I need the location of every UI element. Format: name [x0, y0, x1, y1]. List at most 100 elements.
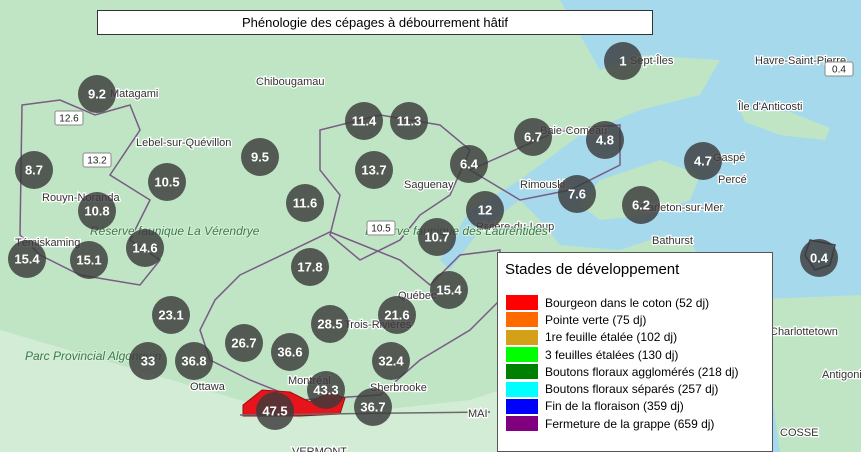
cluster-marker[interactable] — [286, 184, 324, 222]
cluster-marker[interactable] — [604, 42, 642, 80]
place-label: Percé — [718, 174, 747, 186]
cluster-marker[interactable] — [354, 388, 392, 426]
place-label: Carleton-sur-Mer — [640, 202, 723, 214]
cluster-marker[interactable] — [129, 342, 167, 380]
cluster-value: 23.1 — [158, 307, 183, 322]
cluster-value: 9.2 — [88, 86, 106, 101]
place-label: Ottawa — [190, 381, 226, 393]
legend-label: Boutons floraux séparés (257 dj) — [545, 382, 719, 397]
cluster-marker[interactable] — [256, 392, 294, 430]
cluster-marker[interactable] — [372, 342, 410, 380]
cluster-marker[interactable] — [430, 271, 468, 309]
legend-label: Fermeture de la grappe (659 dj) — [545, 416, 715, 431]
cluster-value: 10.5 — [154, 174, 179, 189]
cluster-marker[interactable] — [8, 240, 46, 278]
cluster-value: 4.7 — [694, 153, 712, 168]
cluster-value: 15.4 — [14, 251, 40, 266]
legend-swatch — [506, 364, 538, 380]
legend-swatch — [506, 416, 538, 432]
title-box: Phénologie des cépages à débourrement hâ… — [97, 10, 653, 35]
place-label: Charlottetown — [770, 326, 838, 338]
park-label: Réserve faunique des Laurentides — [365, 224, 548, 238]
cluster-marker[interactable] — [800, 239, 838, 277]
place-label: MAI — [468, 408, 488, 420]
road-shield — [82, 152, 112, 168]
park-label: Parc Provincial Algonquin — [25, 349, 162, 363]
cluster-marker[interactable] — [152, 296, 190, 334]
legend-swatch — [506, 312, 538, 328]
legend-item: Fin de la floraison (359 dj) — [506, 398, 772, 415]
cluster-value: 10.7 — [424, 229, 449, 244]
cluster-value: 21.6 — [384, 307, 409, 322]
cluster-marker[interactable] — [307, 371, 345, 409]
legend: Stades de développement Bourgeon dans le… — [497, 252, 773, 452]
cluster-value: 6.2 — [632, 197, 650, 212]
legend-item: Bourgeon dans le coton (52 dj) — [506, 294, 772, 311]
legend-label: Fin de la floraison (359 dj) — [545, 399, 684, 414]
cluster-marker[interactable] — [311, 305, 349, 343]
cluster-marker[interactable] — [558, 175, 596, 213]
cluster-value: 15.1 — [76, 252, 101, 267]
road-label: 13.2 — [87, 156, 107, 167]
cluster-value: 11.4 — [352, 113, 377, 128]
region-border — [19, 99, 162, 286]
region-border — [199, 231, 501, 401]
cluster-marker[interactable] — [390, 102, 428, 140]
legend-title: Stades de développement — [505, 261, 680, 278]
cluster-marker[interactable] — [291, 248, 329, 286]
cluster-marker[interactable] — [241, 138, 279, 176]
cluster-value: 11.3 — [397, 113, 422, 128]
cluster-marker[interactable] — [345, 102, 383, 140]
cluster-value: 36.8 — [181, 353, 206, 368]
cluster-value: 36.6 — [277, 344, 302, 359]
region-border — [319, 114, 471, 261]
place-label: Lebel-sur-Quévillon — [136, 137, 231, 149]
legend-swatch — [506, 347, 538, 363]
cluster-marker[interactable] — [450, 145, 488, 183]
road-shield — [366, 220, 396, 236]
cluster-value: 36.7 — [360, 399, 385, 414]
cluster-marker[interactable] — [175, 342, 213, 380]
cluster-marker[interactable] — [355, 151, 393, 189]
cluster-marker[interactable] — [586, 121, 624, 159]
cluster-marker[interactable] — [622, 186, 660, 224]
cluster-marker[interactable] — [684, 142, 722, 180]
cluster-value: 33 — [141, 353, 155, 368]
cluster-marker[interactable] — [378, 296, 416, 334]
legend-list: Bourgeon dans le coton (52 dj) Pointe ver… — [506, 294, 772, 432]
place-label: Saguenay — [404, 179, 454, 191]
cluster-marker[interactable] — [15, 151, 53, 189]
region-border — [468, 124, 621, 201]
cluster-marker[interactable] — [514, 118, 552, 156]
cluster-value: 8.7 — [25, 162, 43, 177]
cluster-value: 1 — [619, 53, 626, 68]
cluster-marker[interactable] — [148, 163, 186, 201]
cluster-marker[interactable] — [126, 229, 164, 267]
cluster-marker[interactable] — [70, 241, 108, 279]
cluster-marker[interactable] — [418, 218, 456, 256]
road-label: 12.6 — [59, 114, 79, 125]
place-label: Rimouski — [520, 179, 565, 191]
cluster-value: 7.6 — [568, 186, 586, 201]
anticosti — [740, 110, 830, 140]
cluster-marker[interactable] — [78, 75, 116, 113]
legend-item: Pointe verte (75 dj) — [506, 311, 772, 328]
cluster-value: 28.5 — [317, 316, 342, 331]
cluster-marker[interactable] — [466, 191, 504, 229]
park-label: Réserve faunique La Vérendrye — [90, 224, 260, 238]
cluster-marker[interactable] — [225, 324, 263, 362]
cluster-value: 17.8 — [297, 259, 322, 274]
place-label: Havre-Saint-Pierre — [755, 55, 846, 67]
cluster-value: 10.8 — [84, 203, 109, 218]
legend-swatch — [506, 381, 538, 397]
place-label: Île d'Anticosti — [737, 100, 802, 113]
cluster-marker[interactable] — [78, 192, 116, 230]
legend-label: Bourgeon dans le coton (52 dj) — [545, 295, 710, 310]
cluster-marker[interactable] — [271, 333, 309, 371]
cluster-value: 32.4 — [378, 353, 404, 368]
legend-label: Pointe verte (75 dj) — [545, 312, 647, 327]
legend-item: 1re feuille étalée (102 dj) — [506, 329, 772, 346]
legend-label: 3 feuilles étalées (130 dj) — [545, 347, 679, 362]
